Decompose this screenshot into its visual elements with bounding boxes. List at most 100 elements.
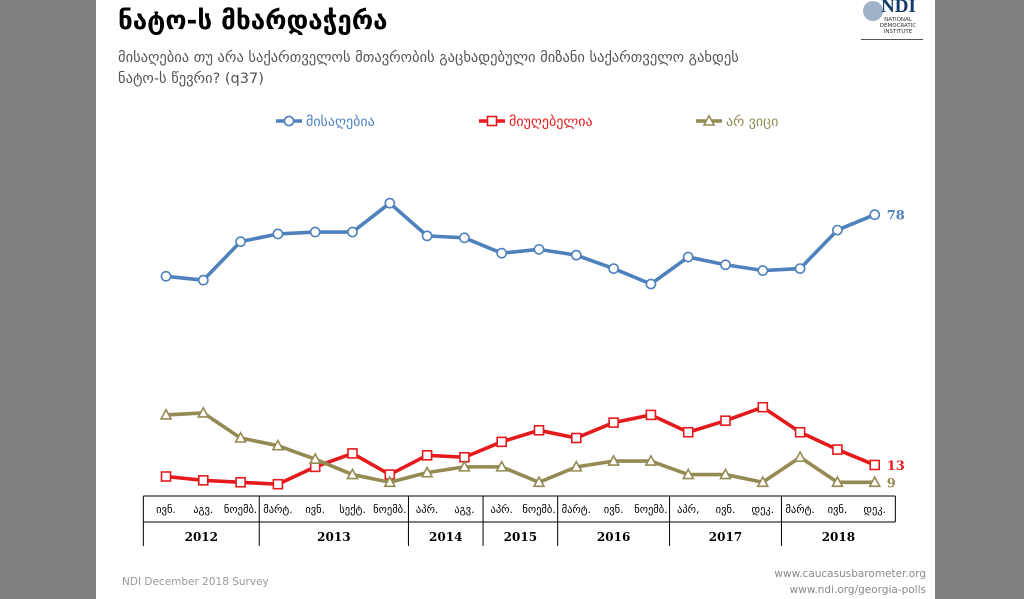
point-s2-16 bbox=[720, 415, 731, 426]
point-s1-8 bbox=[421, 230, 433, 242]
point-s2-8 bbox=[421, 450, 433, 461]
left-margin-panel bbox=[0, 0, 96, 599]
point-s2-2 bbox=[198, 475, 209, 486]
survey-label: NDI December 2018 Survey bbox=[122, 576, 269, 588]
x-tick-label: ნოემბ. bbox=[373, 504, 406, 516]
point-s2-13 bbox=[608, 417, 619, 428]
point-s2-19 bbox=[832, 444, 843, 455]
ndi-logo: NDI NATIONAL DEMOCRATIC INSTITUTE bbox=[861, 0, 923, 40]
point-s3-13 bbox=[607, 454, 620, 466]
point-s2-4 bbox=[272, 478, 284, 490]
year-label: 2015 bbox=[504, 530, 537, 544]
year-label: 2014 bbox=[429, 530, 462, 544]
legend-marker-1 bbox=[283, 115, 295, 127]
x-tick-label: დეკ. bbox=[863, 504, 886, 516]
point-s2-18 bbox=[794, 426, 806, 438]
point-s1-15 bbox=[682, 251, 694, 263]
legend-label-1: მისაღებია bbox=[306, 114, 375, 130]
point-s2-20 bbox=[869, 459, 881, 471]
point-s2-17 bbox=[757, 401, 769, 413]
point-s3-18 bbox=[793, 450, 807, 463]
point-s3-11 bbox=[532, 475, 546, 488]
point-s3-10 bbox=[495, 459, 509, 472]
x-tick-label: აპრ. bbox=[416, 504, 438, 516]
end-label-2: 13 bbox=[887, 459, 905, 474]
x-tick-label: ივნ. bbox=[156, 504, 176, 516]
point-s2-12 bbox=[570, 432, 582, 444]
point-s3-5 bbox=[308, 452, 322, 464]
x-tick-label: დეკ. bbox=[751, 504, 774, 516]
logo-text: NDI bbox=[881, 0, 916, 17]
x-tick-label: მარტ. bbox=[785, 504, 814, 516]
x-tick-label: ივნ. bbox=[716, 504, 736, 516]
x-tick-label: ივნ. bbox=[604, 504, 624, 516]
series-line-1 bbox=[165, 201, 876, 286]
point-s1-12 bbox=[570, 249, 582, 261]
year-label: 2012 bbox=[185, 530, 218, 544]
legend-label-2: მიუღებელია bbox=[509, 114, 593, 130]
x-tick-label: ივნ. bbox=[305, 504, 325, 516]
caucasus-barometer-link[interactable]: www.caucasusbarometer.org bbox=[774, 568, 926, 580]
x-tick-label: მარტ. bbox=[263, 504, 292, 516]
point-s2-15 bbox=[682, 426, 694, 438]
point-s3-16 bbox=[719, 467, 732, 480]
point-s1-4 bbox=[272, 228, 284, 240]
x-tick-label: აგვ. bbox=[454, 504, 474, 516]
point-s2-6 bbox=[347, 448, 358, 459]
point-s1-18 bbox=[794, 263, 806, 274]
x-tick-label: აგვ. bbox=[193, 504, 213, 516]
point-s2-14 bbox=[645, 409, 657, 421]
ndi-polls-link[interactable]: www.ndi.org/georgia-polls bbox=[789, 584, 926, 596]
point-s3-9 bbox=[458, 459, 471, 472]
x-tick-label: აპრ. bbox=[491, 504, 513, 516]
point-s3-2 bbox=[196, 406, 210, 418]
point-s1-3 bbox=[235, 236, 246, 248]
x-tick-label: ნოემბ. bbox=[634, 504, 667, 516]
end-label-1: 78 bbox=[887, 209, 905, 224]
series-line-3 bbox=[165, 411, 875, 485]
x-tick-label: აპრ, bbox=[677, 504, 699, 516]
x-tick-label: ნოემბ. bbox=[224, 504, 257, 516]
globe-icon bbox=[863, 1, 883, 21]
point-s2-10 bbox=[496, 436, 508, 448]
point-s3-6 bbox=[346, 467, 359, 480]
chart-subtitle: მისაღებია თუ არა საქართველოს მთავრობის გ… bbox=[118, 50, 739, 87]
x-tick-label: ნოემბ. bbox=[522, 504, 555, 516]
point-s1-9 bbox=[458, 232, 470, 244]
point-s3-15 bbox=[681, 467, 695, 480]
year-label: 2017 bbox=[709, 530, 742, 544]
end-label-3: 9 bbox=[887, 476, 896, 491]
point-s2-11 bbox=[533, 424, 545, 436]
logo-divider bbox=[861, 39, 923, 40]
point-s1-14 bbox=[645, 278, 657, 290]
point-s3-4 bbox=[271, 438, 285, 451]
x-tick-label: სექტ. bbox=[339, 504, 365, 516]
right-margin-panel bbox=[935, 0, 1024, 599]
point-s3-14 bbox=[644, 454, 658, 466]
point-s1-2 bbox=[197, 274, 209, 286]
point-s3-8 bbox=[420, 465, 434, 478]
point-s1-6 bbox=[347, 226, 358, 238]
year-label: 2016 bbox=[597, 530, 630, 544]
point-s1-7 bbox=[384, 197, 396, 209]
point-s1-13 bbox=[608, 263, 619, 274]
point-s3-7 bbox=[383, 475, 397, 488]
point-s3-17 bbox=[756, 475, 770, 488]
point-s3-20 bbox=[868, 475, 882, 488]
point-s1-20 bbox=[869, 209, 881, 221]
footer-links: www.caucasusbarometer.org www.ndi.org/ge… bbox=[774, 566, 926, 598]
point-s3-12 bbox=[569, 459, 583, 472]
slide: ნატო-ს მხარდაჭერა მისაღებია თუ არა საქარ… bbox=[96, 0, 935, 599]
point-s1-1 bbox=[160, 270, 172, 282]
chart-title: ნატო-ს მხარდაჭერა bbox=[118, 6, 388, 36]
point-s1-10 bbox=[496, 247, 508, 259]
x-tick-label: მარტ. bbox=[562, 504, 591, 516]
series-line-2 bbox=[165, 405, 876, 487]
point-s3-1 bbox=[159, 408, 173, 420]
year-label: 2013 bbox=[317, 530, 350, 544]
point-s2-1 bbox=[160, 471, 172, 482]
point-s1-16 bbox=[720, 259, 731, 271]
legend-label-3: არ ვიცი bbox=[726, 113, 778, 130]
point-s2-3 bbox=[235, 476, 246, 488]
